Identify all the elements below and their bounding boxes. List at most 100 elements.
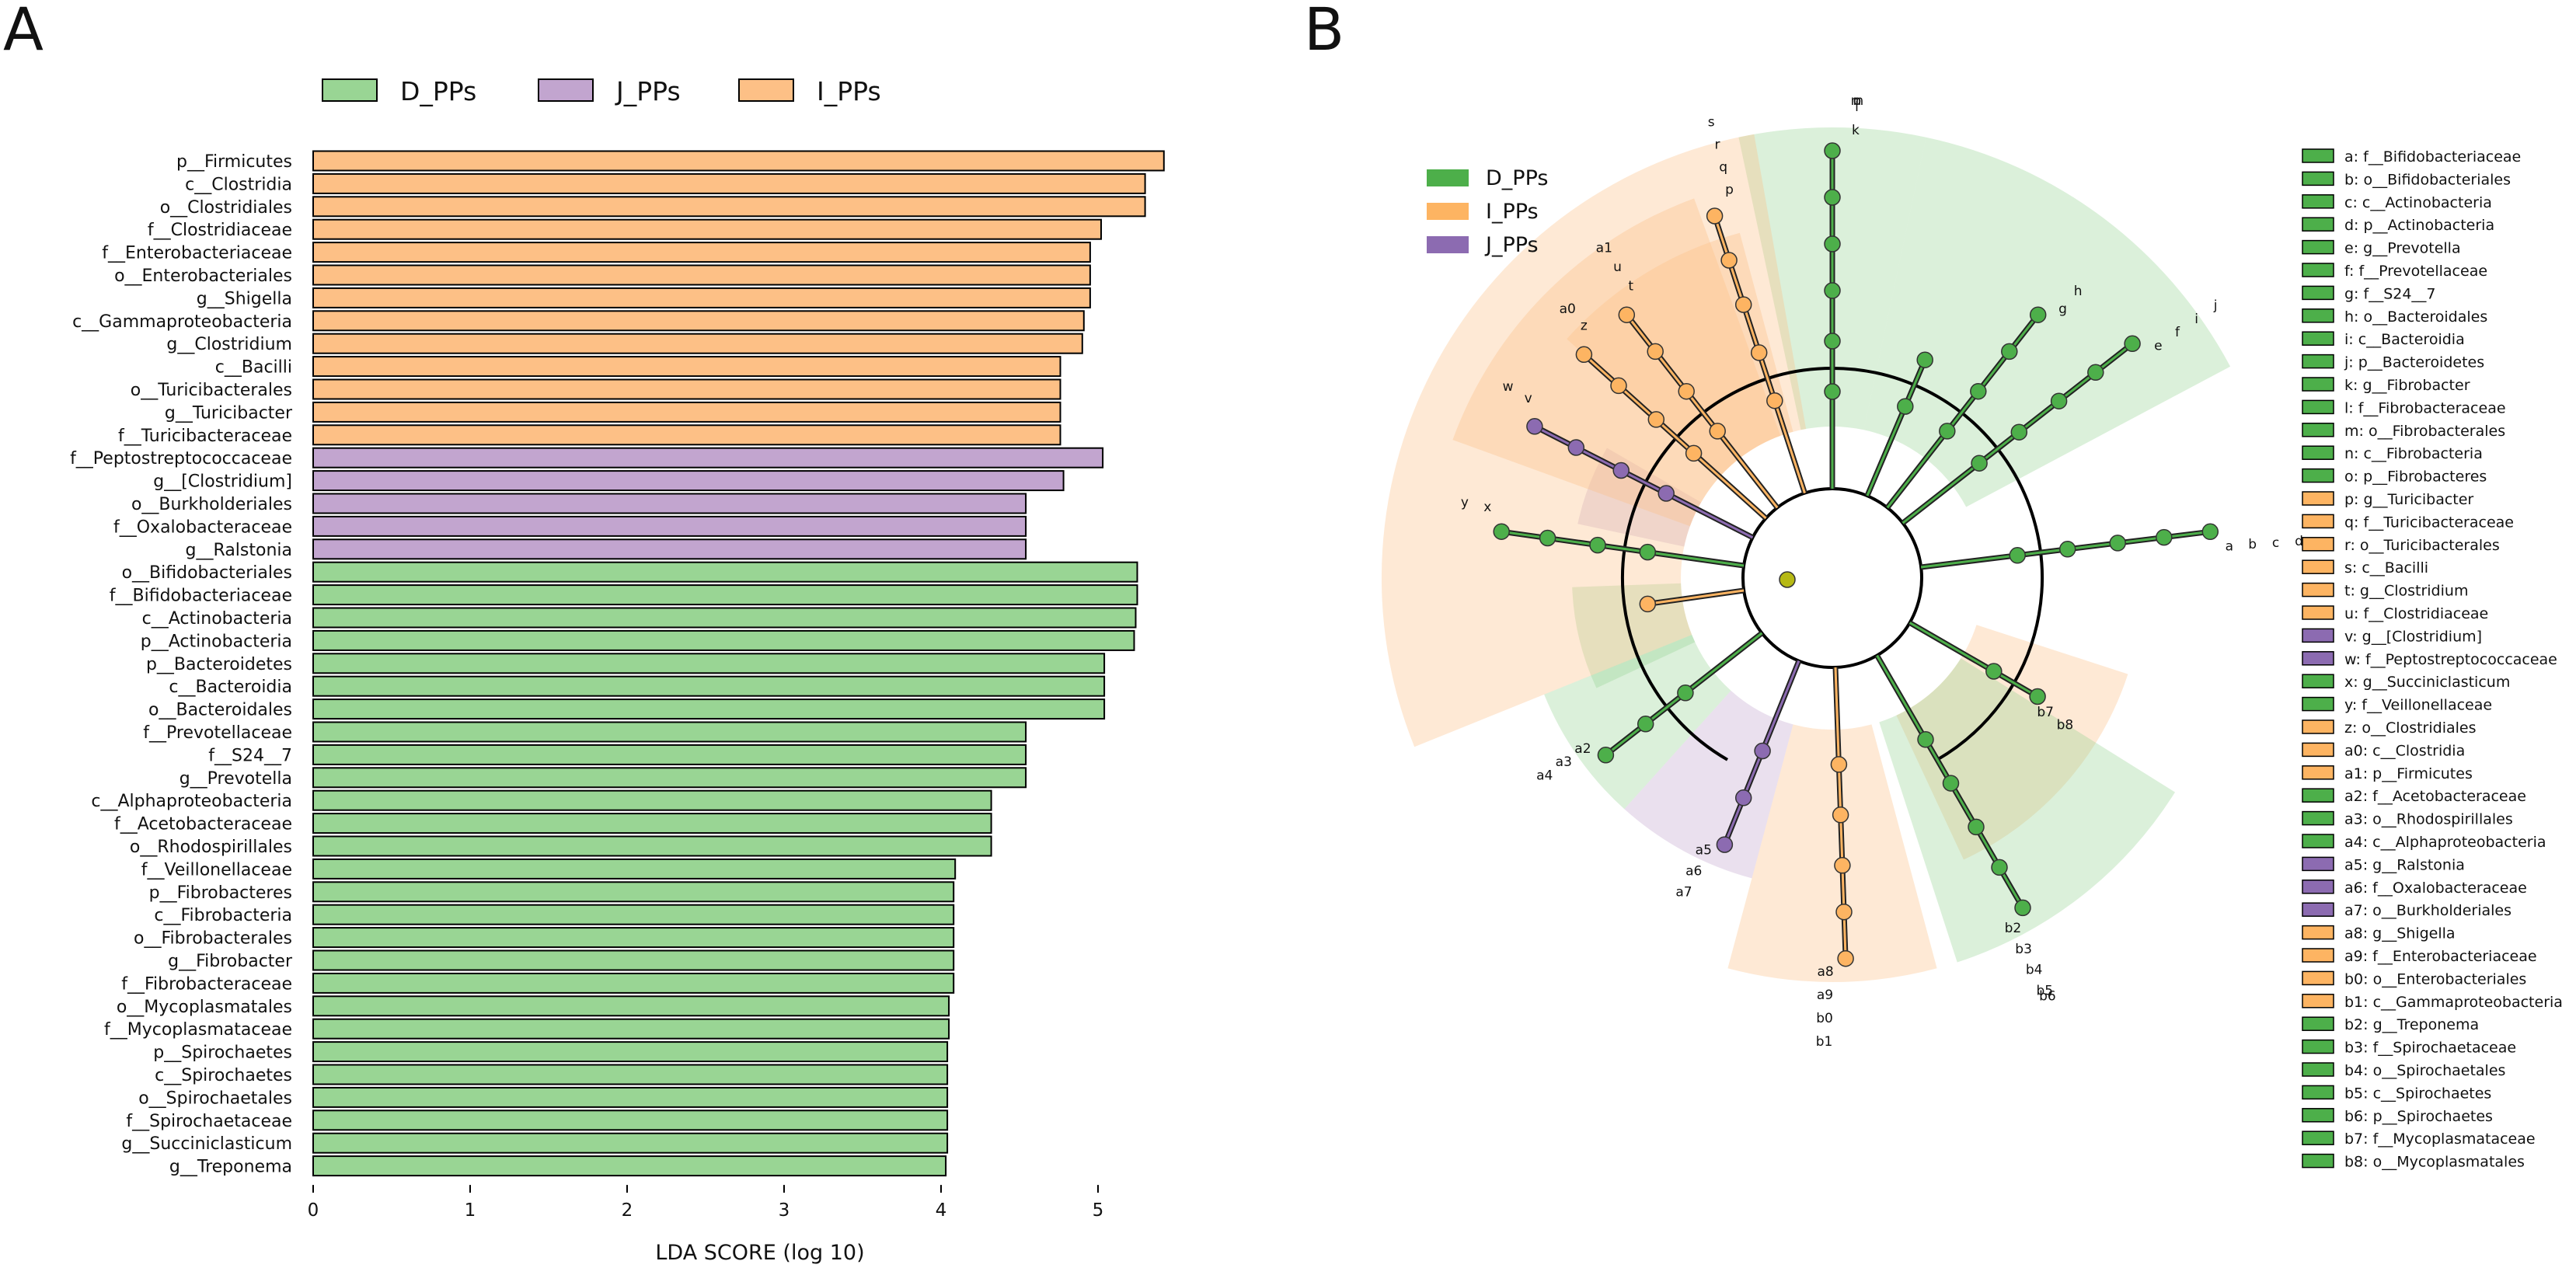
node-4-2 xyxy=(2058,541,2076,558)
key-label-9: j: p__Bacteroidetes xyxy=(2344,354,2484,371)
key-label-43: b7: f__Mycoplasmataceae xyxy=(2344,1130,2536,1148)
node-3-5 xyxy=(2124,335,2141,353)
node-13-3 xyxy=(1610,377,1627,395)
sector-1 xyxy=(1863,137,2231,507)
key-swatch-25 xyxy=(2302,719,2334,734)
clado-label-m: m xyxy=(1851,93,1864,109)
bar-label-21: p__Actinobacteria xyxy=(141,632,292,651)
sector-11 xyxy=(1567,232,1793,477)
node-4-5 xyxy=(2201,523,2219,541)
node-9-1 xyxy=(1677,685,1694,702)
bar-42 xyxy=(312,1110,949,1131)
node-5-2 xyxy=(2029,688,2046,705)
clado-legend-label-D_PPs: D_PPs xyxy=(1486,166,1548,190)
bar-36 xyxy=(312,972,955,994)
bar-label-33: c__Fibrobacteria xyxy=(154,906,292,925)
sector-3 xyxy=(1879,658,2175,963)
clado-label-u: u xyxy=(1613,260,1622,275)
key-label-22: w: f__Peptostreptococcaceae xyxy=(2344,651,2557,668)
bar-13 xyxy=(312,447,1104,469)
key-swatch-35 xyxy=(2302,948,2334,963)
node-12-3 xyxy=(1567,439,1585,456)
clado-label-q: q xyxy=(1719,160,1727,176)
key-label-18: s: c__Bacilli xyxy=(2344,559,2428,577)
node-11-4 xyxy=(1493,523,1510,540)
sector-9 xyxy=(1381,134,1807,747)
bar-label-43: g__Succiniclasticum xyxy=(121,1134,292,1154)
key-label-0: a: f__Bifidobacteriaceae xyxy=(2344,148,2521,165)
bar-label-24: o__Bacteroidales xyxy=(148,701,292,720)
node-14-4 xyxy=(1618,306,1636,323)
key-label-34: a8: g__Shigella xyxy=(2344,925,2456,942)
clado-label-b1: b1 xyxy=(1816,1034,1833,1050)
legend-swatch-D_PPs xyxy=(322,78,378,102)
bar-label-15: o__Burkholderiales xyxy=(131,495,292,514)
key-swatch-15 xyxy=(2302,491,2334,506)
key-label-13: n: c__Fibrobacteria xyxy=(2344,445,2483,462)
clado-label-v: v xyxy=(1525,391,1532,406)
key-label-42: b6: p__Spirochaetes xyxy=(2344,1108,2493,1125)
bar-label-22: p__Bacteroidetes xyxy=(146,655,292,674)
clado-label-b7: b7 xyxy=(2037,705,2054,720)
bar-37 xyxy=(312,995,950,1017)
bar-40 xyxy=(312,1064,949,1085)
node-3-1 xyxy=(1971,455,1988,472)
key-swatch-43 xyxy=(2302,1130,2334,1145)
bar-25 xyxy=(312,721,1027,743)
bar-label-18: o__Bifidobacteriales xyxy=(122,563,292,583)
key-swatch-41 xyxy=(2302,1085,2334,1100)
node-2-3 xyxy=(2001,343,2018,361)
bar-label-11: g__Turicibacter xyxy=(165,403,293,423)
clado-label-b3: b3 xyxy=(2015,942,2032,957)
bar-label-39: p__Spirochaetes xyxy=(153,1043,292,1063)
bar-label-2: o__Clostridiales xyxy=(160,198,292,218)
legend-label-J_PPs: J_PPs xyxy=(615,76,681,106)
node-11-1 xyxy=(1639,543,1657,561)
key-swatch-9 xyxy=(2302,354,2334,369)
bar-label-20: c__Actinobacteria xyxy=(142,609,292,629)
bar-label-32: p__Fibrobacteres xyxy=(149,883,292,903)
node-3-2 xyxy=(2010,423,2028,441)
key-label-36: b0: o__Enterobacteriales xyxy=(2344,970,2526,988)
x-tick-label-1: 1 xyxy=(465,1200,476,1221)
node-6-2 xyxy=(1942,775,1960,792)
bar-7 xyxy=(312,310,1085,332)
key-swatch-21 xyxy=(2302,628,2334,643)
bar-10 xyxy=(312,378,1061,400)
node-14-1 xyxy=(1709,423,1726,440)
bar-11 xyxy=(312,401,1061,423)
key-swatch-17 xyxy=(2302,537,2334,552)
clado-label-x: x xyxy=(1483,500,1491,515)
node-8-2 xyxy=(1734,789,1752,806)
node-11-2 xyxy=(1589,536,1606,554)
branch-core-1 xyxy=(1866,359,1926,496)
bar-22 xyxy=(312,653,1106,674)
key-swatch-23 xyxy=(2302,674,2334,688)
node-8-3 xyxy=(1716,836,1734,853)
node-4-1 xyxy=(2009,547,2026,564)
bar-27 xyxy=(312,767,1027,789)
node-7-1 xyxy=(1830,756,1848,773)
key-swatch-3 xyxy=(2302,217,2334,232)
key-label-25: z: o__Clostridiales xyxy=(2344,719,2477,737)
bar-label-1: c__Clostridia xyxy=(185,175,292,194)
x-tick-label-4: 4 xyxy=(936,1200,947,1221)
clado-label-j: j xyxy=(2213,298,2218,314)
bar-39 xyxy=(312,1041,949,1063)
panel-a-legend: D_PPs J_PPs I_PPs xyxy=(322,76,881,106)
key-swatch-6 xyxy=(2302,285,2334,301)
node-0-5 xyxy=(1824,189,1841,206)
key-swatch-11 xyxy=(2302,399,2334,415)
clado-label-b8: b8 xyxy=(2057,717,2074,733)
bar-label-19: f__Bifidobacteriaceae xyxy=(110,587,292,606)
key-swatch-38 xyxy=(2302,1016,2334,1031)
bar-label-29: f__Acetobacteraceae xyxy=(114,815,292,834)
clado-label-a4: a4 xyxy=(1536,768,1553,783)
key-swatch-33 xyxy=(2302,902,2334,917)
key-label-28: a2: f__Acetobacteraceae xyxy=(2344,788,2526,805)
key-swatch-10 xyxy=(2302,377,2334,392)
bar-label-38: f__Mycoplasmataceae xyxy=(104,1020,292,1040)
bar-15 xyxy=(312,493,1027,514)
clado-label-a1: a1 xyxy=(1596,241,1612,256)
panel-a-x-axis: 0 1 2 3 4 5 xyxy=(308,1185,1103,1221)
